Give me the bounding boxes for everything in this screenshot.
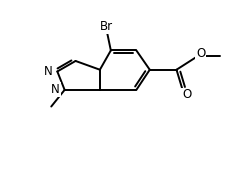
Text: O: O — [182, 88, 191, 101]
Text: N: N — [44, 65, 52, 78]
Text: N: N — [51, 83, 60, 96]
Text: Br: Br — [100, 20, 113, 33]
Text: O: O — [196, 47, 205, 60]
